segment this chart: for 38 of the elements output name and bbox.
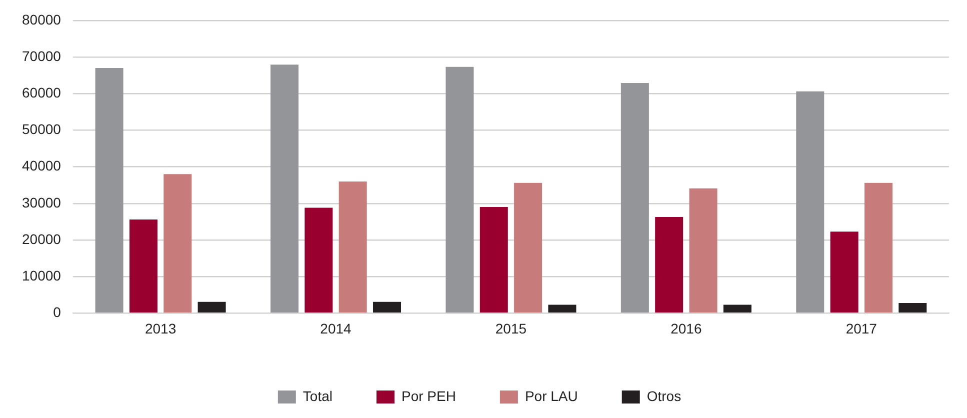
- bar: [689, 188, 718, 313]
- y-tick-label: 0: [53, 304, 62, 320]
- x-tick-label: 2015: [495, 320, 527, 336]
- bar: [514, 182, 542, 313]
- y-tick-label: 10000: [22, 267, 62, 284]
- y-tick-label: 60000: [22, 84, 62, 100]
- bar: [446, 66, 474, 313]
- legend-label: Total: [302, 388, 332, 404]
- y-tick-label: 40000: [22, 158, 62, 174]
- y-tick-label: 20000: [22, 230, 62, 247]
- bar: [164, 174, 192, 313]
- bar: [830, 232, 858, 313]
- bar: [95, 68, 124, 313]
- legend-label: Por LAU: [524, 388, 578, 404]
- bar: [723, 304, 752, 313]
- y-tick-label: 30000: [22, 194, 62, 210]
- bar: [270, 64, 299, 313]
- x-tick-label: 2017: [846, 320, 878, 336]
- x-tick-label: 2013: [144, 320, 176, 336]
- bar: [129, 220, 158, 313]
- bar: [655, 216, 684, 313]
- bar: [796, 91, 824, 313]
- bar: [372, 302, 402, 313]
- y-tick-label: 70000: [22, 48, 62, 64]
- y-tick-label: 50000: [22, 121, 62, 138]
- bar: [198, 302, 226, 313]
- x-tick-label: 2014: [320, 320, 352, 336]
- y-tick-label: 80000: [22, 11, 62, 28]
- bar: [338, 181, 367, 313]
- legend-label: Otros: [646, 388, 682, 404]
- bar: [304, 208, 333, 313]
- bar: [548, 304, 576, 313]
- legend-label: Por PEH: [401, 388, 456, 404]
- bar: [620, 82, 649, 313]
- x-tick-label: 2016: [670, 320, 702, 336]
- bar: [898, 302, 927, 313]
- bar: [864, 182, 892, 313]
- bar: [480, 207, 508, 313]
